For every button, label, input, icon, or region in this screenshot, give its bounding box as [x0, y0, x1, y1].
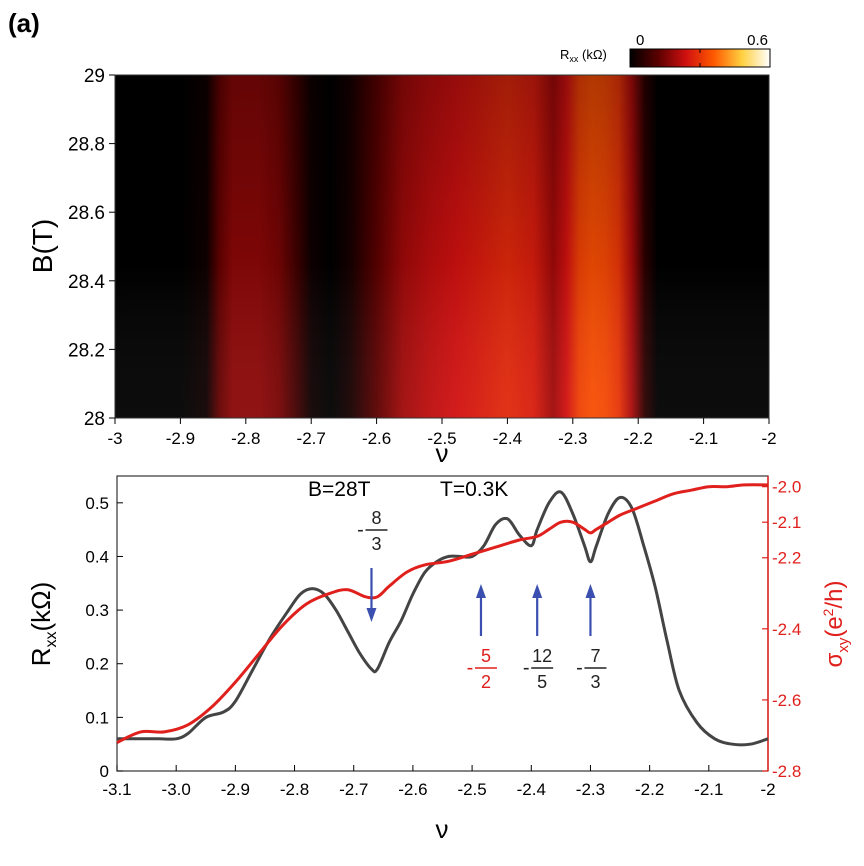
line-x-label: ν — [436, 814, 449, 844]
line-x-axis: -3.1 -3.0 -2.9 -2.8 -2.7 -2.6 -2.5 -2.4 -2.3 -2.2… — [102, 765, 776, 799]
line-right-y-tick-label: -2.1 — [772, 513, 801, 532]
fraction-denominator: 2 — [481, 672, 491, 692]
line-right-y-tick-label: -2.0 — [772, 478, 801, 497]
fraction-denominator: 3 — [590, 672, 600, 692]
line-right-y-label: σxy(e2/h) — [820, 581, 852, 668]
heatmap-x-tick-label: -2.1 — [689, 429, 718, 448]
fraction-numerator: 8 — [371, 508, 381, 528]
line-panel: -3.1 -3.0 -2.9 -2.8 -2.7 -2.6 -2.5 -2.4 -2.3 -2.2… — [26, 475, 852, 844]
line-x-tick-label: -3.1 — [102, 780, 131, 799]
heatmap-y-tick-label: 28.4 — [68, 272, 105, 293]
line-x-tick-label: -2.1 — [694, 780, 723, 799]
line-x-tick-label: -2.7 — [339, 780, 368, 799]
line-x-tick-label: -2.9 — [221, 780, 250, 799]
fraction-numerator: 7 — [590, 646, 600, 666]
fraction-sign: - — [523, 657, 530, 679]
line-left-y-tick-label: 0 — [100, 762, 109, 781]
line-right-y-tick-label: -2.2 — [772, 549, 801, 568]
heatmap-x-tick-label: -2.2 — [624, 429, 653, 448]
line-right-y-tick-label: -2.8 — [772, 762, 801, 781]
fraction-label: -7 3 — [576, 584, 607, 692]
heatmap-y-tick-label: 28.6 — [68, 203, 105, 224]
sigma-xy-series-line — [116, 483, 769, 744]
line-left-y-axis: 0 0.1 0.2 0.3 0.4 0.5 — [85, 494, 123, 781]
line-x-tick-label: -3.0 — [162, 780, 191, 799]
fraction-numerator: 12 — [532, 646, 552, 666]
line-right-y-tick-label: -2.4 — [772, 620, 801, 639]
heatmap-x-tick-label: -2.9 — [166, 429, 195, 448]
line-left-y-tick-label: 0.1 — [85, 708, 109, 727]
heatmap-y-tick-label: 28.8 — [68, 135, 105, 156]
line-right-y-axis: -2.0 -2.1 -2.2 -2.4 -2.6 -2.8 — [762, 476, 801, 781]
colorbar-max-label: 0.6 — [747, 32, 768, 49]
fraction-denominator: 5 — [537, 672, 547, 692]
heatmap-x-tick-label: -2 — [761, 429, 776, 448]
fraction-annotations: -83-52-125-73 — [357, 508, 607, 692]
fraction-label: -12 5 — [523, 584, 554, 692]
heatmap-y-label: B(T) — [27, 219, 58, 273]
heatmap-x-tick-label: -2.8 — [231, 429, 260, 448]
line-x-tick-label: -2.2 — [635, 780, 664, 799]
fraction-sign: - — [357, 519, 364, 541]
line-x-tick-label: -2 — [760, 780, 775, 799]
line-x-tick-label: -2.5 — [457, 780, 486, 799]
line-left-y-tick-label: 0.4 — [85, 547, 109, 566]
fraction-arrow-head — [585, 584, 596, 598]
fraction-label: -8 3 — [357, 508, 388, 622]
line-left-y-tick-label: 0.3 — [85, 601, 109, 620]
fraction-label: -5 2 — [467, 584, 497, 692]
line-left-y-tick-label: 0.2 — [85, 655, 109, 674]
line-plot-frame — [116, 475, 769, 772]
heatmap-x-tick-label: -3 — [107, 429, 122, 448]
heatmap-y-tick-label: 29 — [84, 66, 105, 87]
panel-label: (a) — [8, 8, 40, 38]
annotation-field: B=28T — [308, 478, 371, 501]
line-left-y-tick-label: 0.5 — [85, 494, 109, 513]
fraction-sign: - — [467, 657, 474, 679]
heatmap-y-tick-label: 28 — [84, 409, 105, 430]
heatmap-x-tick-label: -2.6 — [362, 429, 391, 448]
heatmap-x-tick-label: -2.7 — [297, 429, 326, 448]
line-series-group — [116, 483, 769, 747]
annotation-temperature: T=0.3K — [440, 478, 508, 501]
fraction-arrow-head — [475, 584, 486, 598]
heatmap-x-tick-label: -2.5 — [427, 429, 456, 448]
fraction-denominator: 3 — [371, 534, 381, 554]
colorbar: Rxx (kΩ) 0 0.6 — [560, 32, 771, 68]
heatmap-x-tick-label: -2.4 — [493, 429, 522, 448]
heatmap-shading — [115, 75, 769, 418]
heatmap-x-axis: -3 -2.9 -2.8 -2.7 -2.6 -2.5 -2.4 -2.3 -2.2 -2.1 -2 — [107, 418, 777, 448]
line-x-tick-label: -2.4 — [517, 780, 546, 799]
line-x-tick-label: -2.3 — [576, 780, 605, 799]
colorbar-min-label: 0 — [636, 32, 644, 49]
heatmap-y-axis: 28 28.2 28.4 28.6 28.8 29 — [68, 66, 115, 430]
colorbar-label: Rxx (kΩ) — [560, 47, 607, 64]
line-left-y-label: Rxx(kΩ) — [26, 582, 60, 667]
heatmap-x-label: ν — [436, 438, 449, 468]
line-x-tick-label: -2.8 — [280, 780, 309, 799]
fraction-arrow-head — [366, 608, 377, 622]
line-right-y-tick-label: -2.6 — [772, 691, 801, 710]
fraction-sign: - — [576, 657, 583, 679]
heatmap-panel: -3 -2.9 -2.8 -2.7 -2.6 -2.5 -2.4 -2.3 -2.2 -2.1 -2… — [27, 66, 777, 468]
heatmap-y-tick-label: 28.2 — [68, 340, 105, 361]
fraction-numerator: 5 — [481, 646, 491, 666]
fraction-arrow-head — [532, 584, 543, 598]
heatmap-x-tick-label: -2.3 — [558, 429, 587, 448]
line-x-tick-label: -2.6 — [398, 780, 427, 799]
